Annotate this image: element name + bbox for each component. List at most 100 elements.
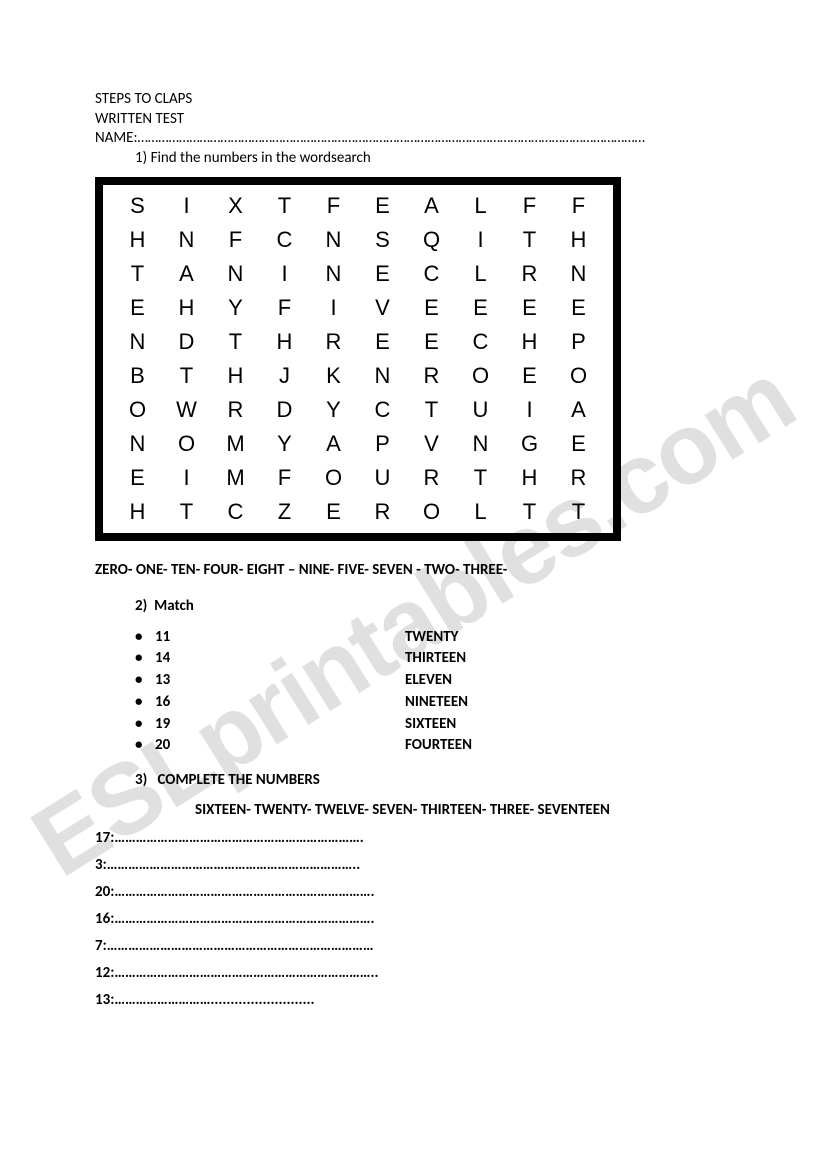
fill-line: 16:……………………………………………………………….: [95, 906, 746, 933]
name-dots: ……………………………………………………………………………………………………………: [138, 129, 645, 147]
wordsearch-row: NOMYAPVNGE: [113, 427, 603, 461]
wordsearch-cell: A: [407, 189, 456, 223]
wordsearch-cell: P: [554, 325, 603, 359]
wordsearch-cell: C: [358, 393, 407, 427]
wordsearch-cell: I: [505, 393, 554, 427]
wordsearch-row: BTHJKNROEO: [113, 359, 603, 393]
wordsearch-cell: N: [113, 427, 162, 461]
wordsearch-row: HNFCNSQITH: [113, 223, 603, 257]
match-left: •19: [135, 714, 405, 736]
wordsearch-cell: V: [407, 427, 456, 461]
wordsearch-cell: T: [505, 495, 554, 529]
header-line1: STEPS TO CLAPS: [95, 90, 746, 110]
q1-text: Find the numbers in the wordsearch: [151, 149, 371, 167]
wordsearch-cell: A: [309, 427, 358, 461]
wordsearch-cell: T: [260, 189, 309, 223]
wordsearch-cell: F: [260, 461, 309, 495]
wordsearch-grid: SIXTFEALFFHNFCNSQITHTANINECLRNEHYFIVEEEE…: [95, 177, 621, 541]
wordsearch-cell: H: [211, 359, 260, 393]
wordsearch-cell: S: [113, 189, 162, 223]
wordsearch-cell: V: [358, 291, 407, 325]
question-3: 3) COMPLETE THE NUMBERS: [135, 771, 746, 789]
match-right: THIRTEEN: [405, 648, 466, 670]
wordsearch-cell: H: [162, 291, 211, 325]
wordsearch-cell: Z: [260, 495, 309, 529]
wordsearch-cell: N: [309, 223, 358, 257]
wordsearch-cell: N: [554, 257, 603, 291]
match-right: FOURTEEN: [405, 735, 472, 757]
wordsearch-cell: L: [456, 189, 505, 223]
match-row: •16NINETEEN: [135, 692, 746, 714]
wordsearch-cell: O: [407, 495, 456, 529]
wordsearch-cell: E: [309, 495, 358, 529]
wordsearch-cell: N: [358, 359, 407, 393]
wordsearch-cell: F: [211, 223, 260, 257]
wordsearch-cell: I: [162, 461, 211, 495]
wordsearch-cell: R: [407, 461, 456, 495]
fill-line: 13:………………………..........................: [95, 987, 746, 1014]
wordsearch-cell: R: [309, 325, 358, 359]
wordsearch-cell: M: [211, 461, 260, 495]
match-right: SIXTEEN: [405, 714, 456, 736]
wordsearch-cell: R: [211, 393, 260, 427]
wordsearch-cell: D: [260, 393, 309, 427]
match-left: •16: [135, 692, 405, 714]
wordsearch-cell: N: [162, 223, 211, 257]
wordsearch-cell: F: [309, 189, 358, 223]
match-list: •11TWENTY•14THIRTEEN•13ELEVEN•16NINETEEN…: [135, 627, 746, 758]
fill-line: 17:…………………………………………………………….: [95, 825, 746, 852]
wordsearch-cell: F: [554, 189, 603, 223]
match-right: TWENTY: [405, 627, 458, 649]
q2-text: Match: [154, 597, 194, 615]
wordsearch-cell: E: [505, 291, 554, 325]
wordsearch-cell: H: [554, 223, 603, 257]
wordsearch-cell: O: [309, 461, 358, 495]
wordsearch-cell: E: [358, 325, 407, 359]
wordsearch-cell: R: [505, 257, 554, 291]
wordsearch-cell: R: [554, 461, 603, 495]
header-line2: WRITTEN TEST: [95, 110, 746, 130]
wordsearch-cell: L: [456, 495, 505, 529]
wordsearch-cell: S: [358, 223, 407, 257]
wordsearch-cell: E: [358, 189, 407, 223]
wordsearch-cell: T: [113, 257, 162, 291]
wordsearch-cell: H: [505, 325, 554, 359]
match-row: •20FOURTEEN: [135, 735, 746, 757]
q3-word-bank: SIXTEEN- TWENTY- TWELVE- SEVEN- THIRTEEN…: [195, 801, 746, 819]
wordsearch-cell: T: [162, 359, 211, 393]
wordsearch-cell: O: [162, 427, 211, 461]
wordsearch-cell: T: [407, 393, 456, 427]
wordsearch-cell: E: [407, 325, 456, 359]
wordsearch-row: OWRDYCTUIA: [113, 393, 603, 427]
question-1: 1) Find the numbers in the wordsearch: [135, 149, 746, 167]
wordsearch-cell: P: [358, 427, 407, 461]
match-left: •20: [135, 735, 405, 757]
wordsearch-cell: Y: [260, 427, 309, 461]
wordsearch-cell: O: [113, 393, 162, 427]
match-row: •13ELEVEN: [135, 670, 746, 692]
wordsearch-cell: D: [162, 325, 211, 359]
wordsearch-cell: Q: [407, 223, 456, 257]
wordsearch-cell: G: [505, 427, 554, 461]
wordsearch-cell: E: [554, 427, 603, 461]
wordsearch-cell: C: [211, 495, 260, 529]
wordsearch-cell: E: [113, 291, 162, 325]
question-2: 2) Match: [135, 597, 746, 615]
wordsearch-cell: B: [113, 359, 162, 393]
match-row: •14THIRTEEN: [135, 648, 746, 670]
wordsearch-cell: X: [211, 189, 260, 223]
wordsearch-cell: O: [456, 359, 505, 393]
wordsearch-cell: I: [309, 291, 358, 325]
wordsearch-cell: H: [113, 495, 162, 529]
wordsearch-cell: T: [554, 495, 603, 529]
fill-lines: 17:……………………………………………………………. 3:……………………………: [95, 825, 746, 1014]
wordsearch-cell: C: [260, 223, 309, 257]
wordsearch-cell: K: [309, 359, 358, 393]
wordsearch-cell: E: [456, 291, 505, 325]
wordsearch-cell: W: [162, 393, 211, 427]
wordsearch-cell: L: [456, 257, 505, 291]
wordsearch-cell: H: [260, 325, 309, 359]
wordsearch-cell: T: [456, 461, 505, 495]
word-list: ZERO- ONE- TEN- FOUR- EIGHT – NINE- FIVE…: [95, 561, 746, 579]
match-row: •11TWENTY: [135, 627, 746, 649]
